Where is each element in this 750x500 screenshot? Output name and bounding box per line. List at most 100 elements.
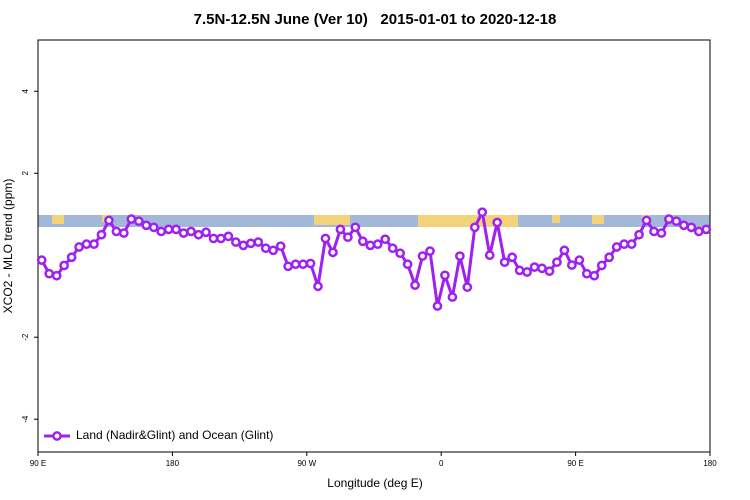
data-point	[664, 214, 674, 224]
data-point	[417, 251, 428, 261]
land-patch	[314, 215, 350, 225]
data-point	[268, 245, 279, 256]
data-point	[81, 239, 92, 250]
data-point	[335, 224, 346, 235]
data-point	[216, 233, 226, 244]
data-point	[275, 241, 286, 252]
data-point	[387, 243, 398, 254]
x-tick-label: 180	[166, 459, 180, 468]
x-tick-label: 90 E	[30, 459, 46, 468]
data-point	[313, 281, 323, 292]
data-point	[552, 257, 562, 268]
legend-label: Land (Nadir&Glint) and Ocean (Glint)	[76, 428, 273, 442]
data-point	[626, 239, 637, 250]
data-point	[245, 238, 256, 249]
data-point	[238, 240, 249, 251]
data-point	[111, 226, 122, 237]
data-point	[305, 258, 316, 269]
data-point	[656, 228, 667, 238]
legend-marker	[52, 431, 62, 441]
data-point	[283, 261, 293, 272]
data-point	[440, 270, 450, 281]
y-tick-label: -4	[21, 415, 30, 423]
data-point	[469, 222, 480, 233]
data-point	[74, 242, 84, 252]
y-tick-label: -2	[21, 333, 30, 341]
land-patch	[552, 215, 560, 223]
data-point	[671, 216, 682, 227]
data-point	[44, 268, 55, 279]
data-point	[372, 239, 383, 250]
data-point	[51, 270, 62, 281]
data-point	[701, 224, 712, 235]
data-point	[634, 229, 644, 240]
data-point	[186, 226, 196, 237]
data-point	[59, 260, 69, 271]
data-point	[171, 224, 181, 235]
data-point	[686, 222, 697, 233]
data-point	[104, 215, 114, 226]
data-point	[641, 215, 652, 226]
y-axis-label: XCO2 - MLO trend (ppm)	[1, 179, 15, 314]
data-point	[343, 232, 353, 243]
data-point	[492, 217, 503, 228]
data-point	[357, 236, 368, 247]
data-point	[320, 233, 331, 244]
data-point	[66, 252, 77, 263]
y-tick-label: 2	[21, 170, 30, 175]
data-point	[514, 265, 525, 276]
data-point	[425, 246, 435, 256]
data-point	[231, 237, 241, 247]
data-point	[350, 222, 361, 233]
data-point	[208, 233, 219, 244]
data-point	[141, 220, 152, 231]
data-point	[380, 234, 391, 245]
data-point	[126, 214, 137, 224]
data-point	[260, 243, 271, 254]
data-point	[36, 255, 47, 265]
data-point	[522, 267, 532, 277]
data-point	[455, 251, 465, 261]
data-point	[581, 268, 592, 279]
data-point	[537, 263, 547, 274]
data-point	[432, 301, 443, 311]
data-point	[589, 270, 600, 281]
data-point	[499, 257, 510, 268]
data-point	[507, 252, 517, 263]
data-point	[604, 252, 615, 263]
data-point	[574, 255, 585, 265]
data-point	[119, 228, 129, 238]
data-point	[328, 247, 338, 258]
data-point	[148, 222, 159, 233]
data-point	[484, 250, 495, 261]
data-point	[163, 224, 174, 235]
data-point	[156, 226, 167, 237]
chart-title: 7.5N-12.5N June (Ver 10) 2015-01-01 to 2…	[194, 11, 557, 28]
land-patch	[52, 215, 64, 224]
data-point	[529, 262, 540, 272]
data-point	[619, 239, 629, 250]
data-point	[89, 239, 99, 250]
data-point	[96, 229, 107, 240]
data-point	[611, 242, 622, 252]
data-point	[365, 240, 376, 251]
land-patch	[592, 215, 604, 224]
x-tick-label: 90 W	[297, 459, 316, 468]
data-point	[298, 259, 308, 270]
data-point	[462, 282, 473, 293]
data-point	[201, 227, 211, 238]
data-point	[290, 259, 301, 270]
data-point	[544, 266, 555, 277]
data-point	[567, 260, 577, 270]
data-point	[178, 228, 189, 238]
data-point	[649, 226, 659, 237]
data-point	[693, 226, 704, 237]
data-point	[223, 231, 234, 242]
data-point	[133, 216, 144, 227]
x-tick-label: 90 E	[567, 459, 583, 468]
y-tick-label: 4	[21, 88, 30, 93]
x-tick-label: 0	[439, 459, 444, 468]
data-point	[596, 260, 607, 271]
data-point	[193, 229, 204, 240]
